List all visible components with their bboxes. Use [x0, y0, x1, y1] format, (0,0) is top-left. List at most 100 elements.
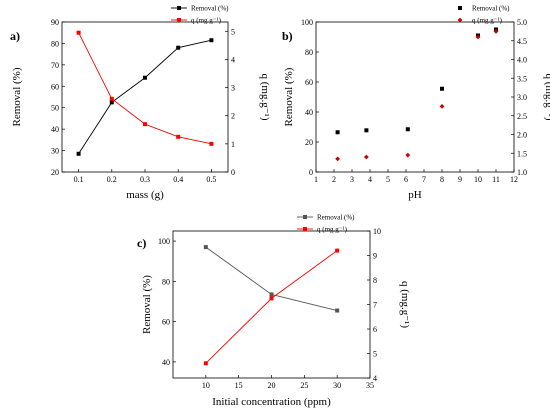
- y-tick-label: 40: [305, 108, 313, 117]
- x-tick-label: 9: [458, 175, 462, 184]
- y-tick-label: 90: [51, 18, 59, 27]
- x-tick-label: 30: [333, 381, 341, 390]
- plot-frame: [172, 230, 371, 379]
- data-point-q: [143, 122, 147, 127]
- y2-tick-label: 1: [231, 140, 235, 149]
- x-tick-label: 6: [404, 175, 408, 184]
- y-tick-label: 20: [51, 168, 59, 177]
- y2-tick-label: 3: [231, 84, 235, 93]
- y-axis-label: Removal (%): [11, 67, 23, 126]
- y-axis-label: Removal (%): [283, 67, 295, 126]
- y2-tick-label: 5: [231, 27, 235, 36]
- y2-tick-label: 4.0: [517, 56, 527, 65]
- y2-tick-label: 6: [373, 325, 377, 334]
- y2-tick-label: 4: [231, 55, 235, 64]
- x-tick-label: 2: [332, 175, 336, 184]
- data-point-removal: [335, 130, 340, 135]
- data-point-removal: [405, 127, 410, 132]
- legend-label: Removal (%): [317, 214, 355, 222]
- y2-tick-label: 2: [231, 112, 235, 121]
- data-point-removal: [364, 128, 369, 133]
- data-point-removal: [203, 245, 208, 250]
- x-tick-label: 10: [474, 175, 482, 184]
- y2-tick-label: 5.0: [517, 18, 527, 27]
- legend-marker: [458, 6, 462, 10]
- y2-tick-label: 3.0: [517, 93, 527, 102]
- y-tick-label: 60: [305, 78, 313, 87]
- data-point-removal: [209, 38, 214, 43]
- x-tick-label: 0.4: [173, 175, 183, 184]
- y-tick-label: 50: [51, 104, 59, 113]
- y-tick-label: 0: [309, 168, 313, 177]
- y2-tick-label: 4.5: [517, 37, 527, 46]
- plot-frame: [315, 21, 515, 173]
- y-tick-label: 60: [162, 318, 170, 327]
- panel-label: a): [10, 29, 20, 43]
- x-tick-label: 0.3: [140, 175, 150, 184]
- y2-tick-label: 0: [231, 168, 235, 177]
- legend-marker: [177, 18, 181, 22]
- plot-frame: [61, 21, 229, 173]
- data-point-removal: [76, 151, 81, 156]
- y-tick-label: 80: [162, 277, 170, 286]
- y-tick-label: 60: [51, 82, 59, 91]
- series-line-q: [78, 32, 212, 145]
- data-point-q: [176, 134, 181, 139]
- y2-tick-label: 2.5: [517, 112, 527, 121]
- x-tick-label: 3: [350, 175, 354, 184]
- x-axis-label: Initial concentration (ppm): [212, 396, 331, 408]
- data-point-q: [439, 103, 445, 109]
- y-tick-label: 40: [51, 125, 59, 134]
- y-tick-label: 80: [51, 39, 59, 48]
- x-tick-label: 35: [366, 381, 374, 390]
- x-tick-label: 1: [314, 175, 318, 184]
- legend-label: q (mg.g⁻¹): [191, 17, 222, 25]
- y2-tick-label: 2.0: [517, 131, 527, 140]
- y2-tick-label: 7: [373, 301, 377, 310]
- x-tick-label: 10: [202, 381, 210, 390]
- data-point-q: [269, 296, 274, 301]
- y-tick-label: 40: [162, 358, 170, 367]
- x-tick-label: 0.2: [107, 175, 117, 184]
- y2-tick-label: 1.5: [517, 149, 527, 158]
- x-axis-label: mass (g): [126, 189, 164, 201]
- panel-a: 0.1 0.2 0.3 0.4 0.5 20 30 40 50 60 70 80 90 0 1 2 3 4 5 mas…: [10, 5, 271, 202]
- y-tick-label: 100: [158, 237, 170, 246]
- data-point-q: [405, 152, 411, 158]
- y-tick-label: 20: [305, 138, 313, 147]
- x-tick-label: 0.5: [206, 175, 216, 184]
- y-tick-label: 70: [51, 61, 59, 70]
- data-point-q: [203, 361, 208, 366]
- y2-tick-label: 9: [373, 252, 377, 261]
- series-line-q: [205, 250, 338, 364]
- x-tick-label: 20: [268, 381, 276, 390]
- y2-axis-label: q (mg.g⁻¹): [399, 281, 411, 328]
- data-point-q: [76, 30, 81, 35]
- data-point-q: [493, 28, 499, 34]
- data-point-removal: [335, 308, 340, 313]
- y2-tick-label: 10: [373, 227, 381, 236]
- legend-marker: [303, 227, 307, 231]
- data-point-removal: [440, 86, 444, 91]
- data-point-q: [109, 96, 114, 101]
- data-point-removal: [269, 292, 274, 297]
- legend-label: q (mg.g⁻¹): [317, 226, 348, 234]
- x-tick-label: 0.1: [74, 175, 84, 184]
- y-tick-label: 100: [301, 18, 313, 27]
- legend-marker: [457, 17, 463, 23]
- panel-b: 1 2 3 4 5 6 7 8 9 10 11 120204060801001.01.52.02.53…: [282, 5, 550, 202]
- data-point-q: [335, 248, 340, 253]
- y-tick-label: 30: [51, 147, 59, 156]
- data-point-q: [335, 156, 340, 162]
- data-point-q: [475, 34, 481, 40]
- x-tick-label: 11: [492, 175, 500, 184]
- legend-marker: [177, 6, 181, 10]
- x-tick-label: 25: [300, 381, 308, 390]
- x-tick-label: 4: [368, 175, 372, 184]
- panel-label: c): [137, 236, 146, 250]
- y2-tick-label: 8: [373, 276, 377, 285]
- y2-tick-label: 5: [373, 350, 377, 359]
- data-point-q: [364, 154, 369, 160]
- x-tick-label: 15: [235, 381, 243, 390]
